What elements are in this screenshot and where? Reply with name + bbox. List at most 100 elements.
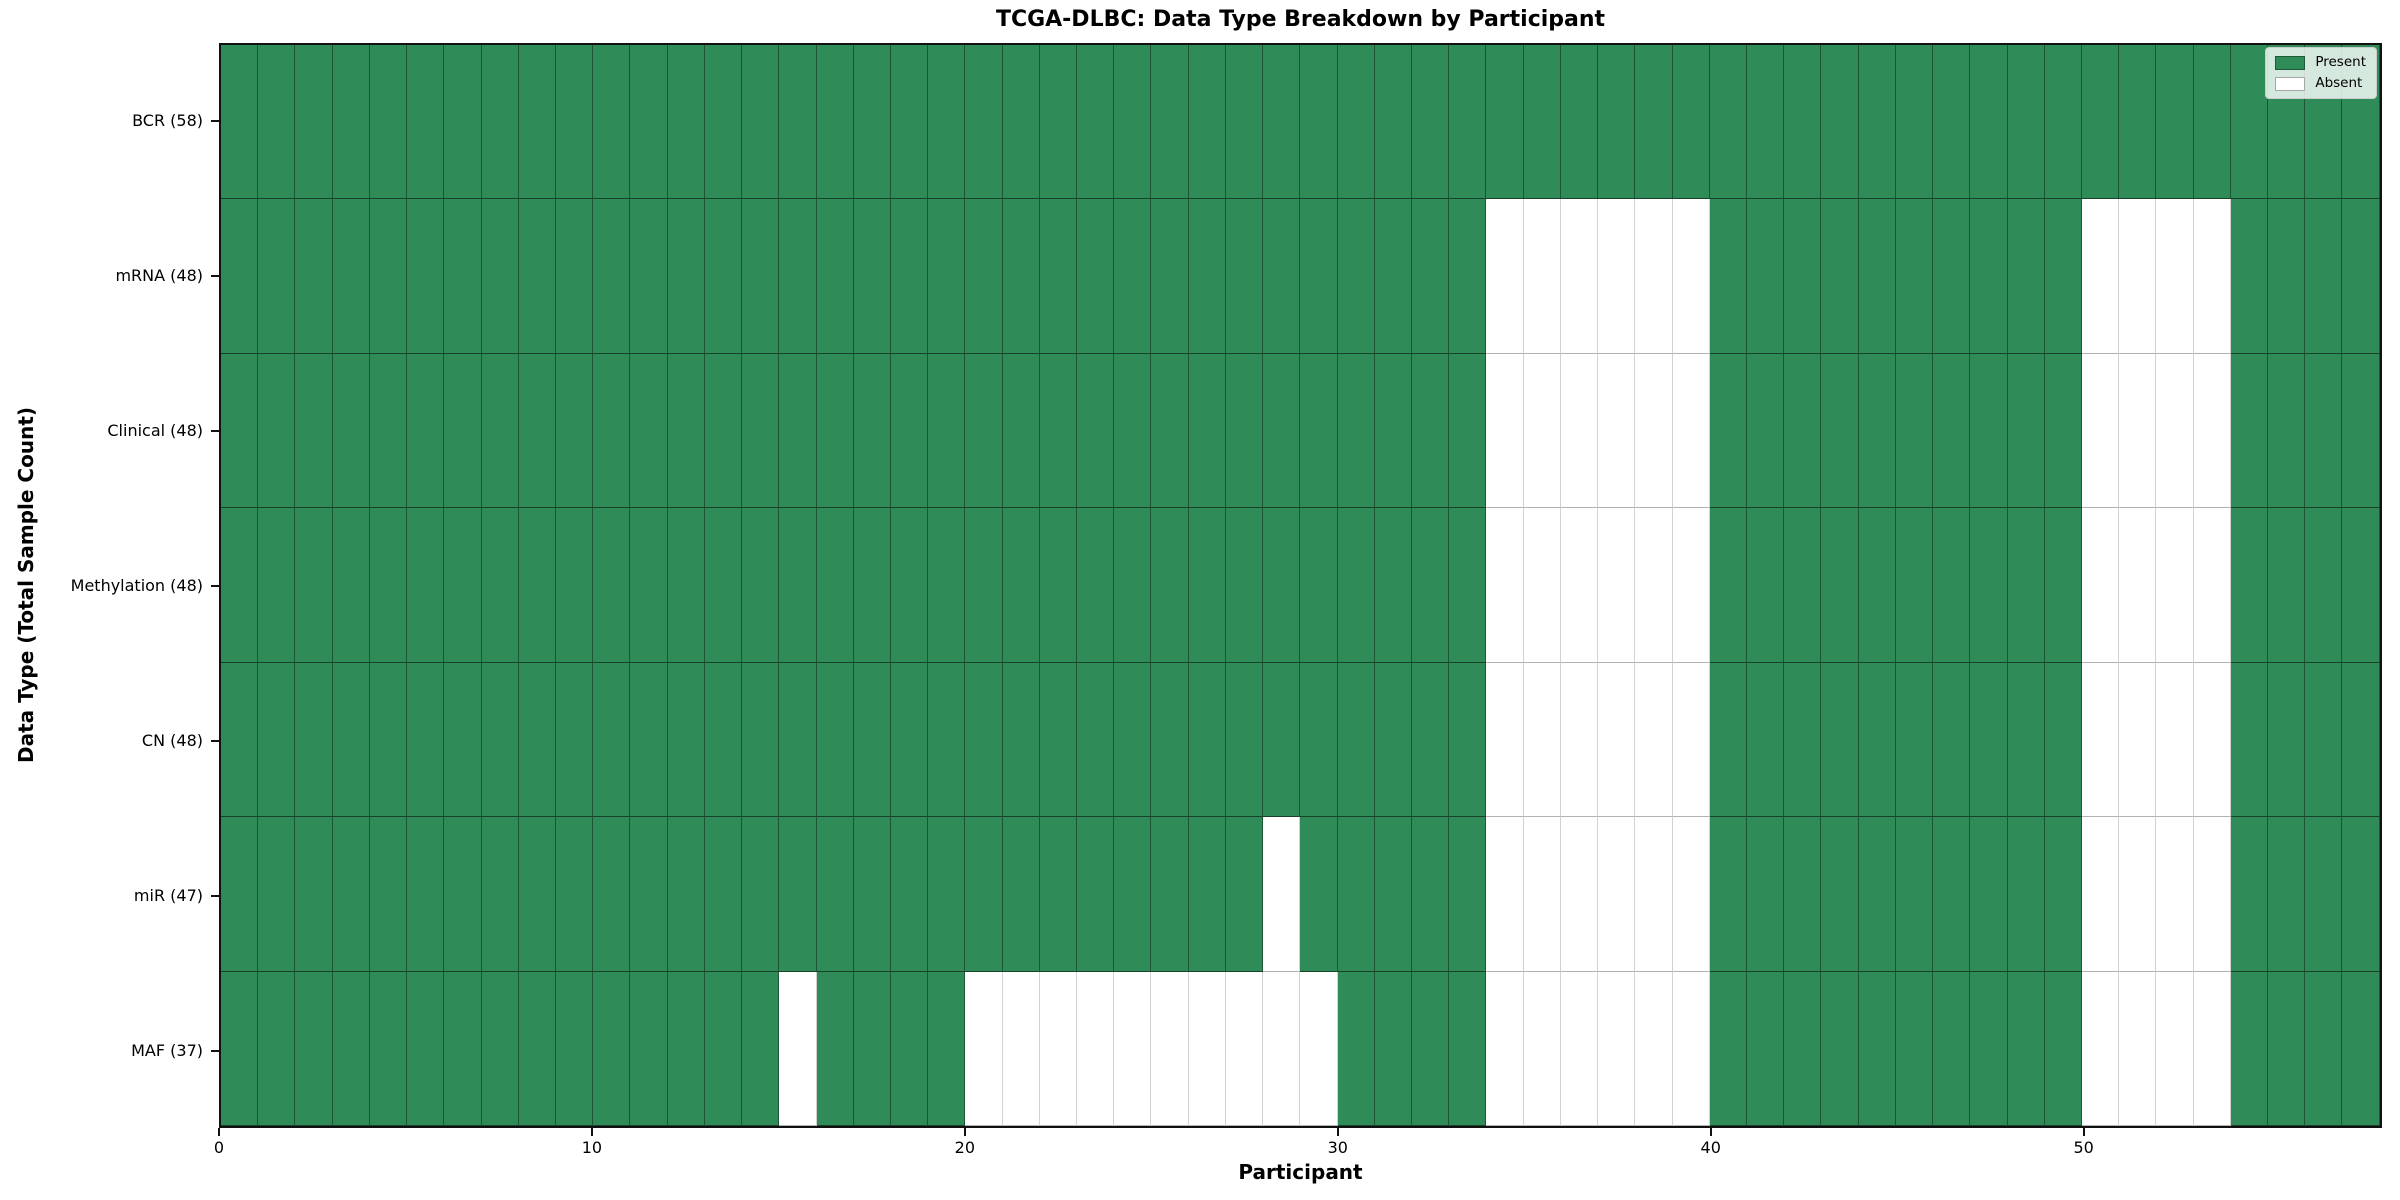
heatmap-cell [2156,353,2194,509]
heatmap-cell [2230,199,2269,354]
heatmap-row-MAF [221,971,2380,1126]
heatmap-cell [742,817,780,972]
heatmap-cell [2044,971,2082,1126]
heatmap-cell [928,971,966,1126]
legend-swatch-icon [2275,76,2306,91]
heatmap-cell [1225,971,1264,1126]
y-tick-label-miR: miR (47) [133,885,203,905]
heatmap-cell [2007,971,2045,1126]
heatmap-cell [1933,199,1971,354]
heatmap-cell [1374,199,1412,354]
heatmap-cell [1672,662,1710,818]
heatmap-cell [704,353,743,509]
heatmap-cell [1598,45,1636,200]
heatmap-cell [295,971,333,1126]
y-tick-label-Methylation: Methylation (48) [70,575,203,595]
heatmap-cell [1933,662,1971,818]
heatmap-cell [816,353,854,509]
heatmap-cell [295,662,333,818]
heatmap-cell [332,353,370,509]
heatmap-cell [1486,817,1524,972]
x-tick-label: 20 [954,1138,976,1157]
heatmap-cell [1933,971,1971,1126]
heatmap-cell [1746,353,1785,509]
heatmap-cell [1412,508,1450,663]
legend-swatch-icon [2275,55,2306,70]
heatmap-cell [2193,353,2231,509]
heatmap-cell [1114,353,1152,509]
heatmap-cell [1225,662,1264,818]
heatmap-cell [853,662,891,818]
heatmap-cell [1709,662,1747,818]
heatmap-cell [369,199,408,354]
heatmap-cell [1858,199,1896,354]
heatmap-cell [1635,817,1673,972]
heatmap-cell [1263,817,1301,972]
heatmap-cell [1523,353,1561,509]
heatmap-cell [1560,817,1599,972]
heatmap-cell [630,971,668,1126]
heatmap-cell [1635,353,1673,509]
heatmap-cell [1746,971,1785,1126]
heatmap-cell [555,45,594,200]
heatmap-cell [481,199,519,354]
heatmap-cell [1598,353,1636,509]
heatmap-cell [1039,199,1078,354]
heatmap-cell [1374,353,1412,509]
heatmap-row-BCR [221,45,2380,200]
heatmap-cell [1895,971,1934,1126]
heatmap-cell [258,971,296,1126]
heatmap-cell [407,45,445,200]
heatmap-cell [2268,662,2306,818]
heatmap-cell [1523,662,1561,818]
heatmap-cell [593,662,631,818]
heatmap-cell [1002,662,1040,818]
heatmap-cell [2081,353,2120,509]
heatmap-cell [1672,353,1710,509]
heatmap-cell [1895,508,1934,663]
y-tick-label-CN: CN (48) [141,730,203,750]
heatmap-cell [2007,45,2045,200]
heatmap-cell [1746,662,1785,818]
heatmap-cell [1821,971,1859,1126]
heatmap-cell [2230,817,2269,972]
heatmap-cell [593,353,631,509]
heatmap-cell [890,508,929,663]
heatmap-cell [332,508,370,663]
heatmap-cell [928,662,966,818]
heatmap-cell [518,662,556,818]
heatmap-cell [2044,662,2082,818]
heatmap-cell [2342,353,2380,509]
heatmap-cell [1002,508,1040,663]
heatmap-cell [2081,508,2120,663]
heatmap-cell [1225,508,1264,663]
heatmap-cell [928,353,966,509]
heatmap-cell [1114,45,1152,200]
legend-item-absent: Absent [2275,76,2366,91]
heatmap-cell [779,662,817,818]
heatmap-cell [369,662,408,818]
heatmap-cell [2044,199,2082,354]
heatmap-cell [1672,817,1710,972]
heatmap-cell [742,662,780,818]
heatmap-cell [221,662,259,818]
heatmap-cell [1337,199,1375,354]
heatmap-cell [1151,199,1189,354]
heatmap-cell [1337,971,1375,1126]
heatmap-cell [407,353,445,509]
heatmap-cell [2156,199,2194,354]
heatmap-cell [1449,45,1487,200]
heatmap-cell [2230,662,2269,818]
heatmap-cell [2044,508,2082,663]
heatmap-cell [258,508,296,663]
x-tick-label: 0 [213,1138,225,1157]
heatmap-cell [853,971,891,1126]
heatmap-cell [1039,971,1078,1126]
heatmap-cell [369,971,408,1126]
heatmap-cell [1560,45,1599,200]
heatmap-cell [1486,662,1524,818]
y-tick-mark [211,894,219,897]
heatmap-cell [928,508,966,663]
heatmap-cell [1598,662,1636,818]
heatmap-cell [1077,508,1115,663]
